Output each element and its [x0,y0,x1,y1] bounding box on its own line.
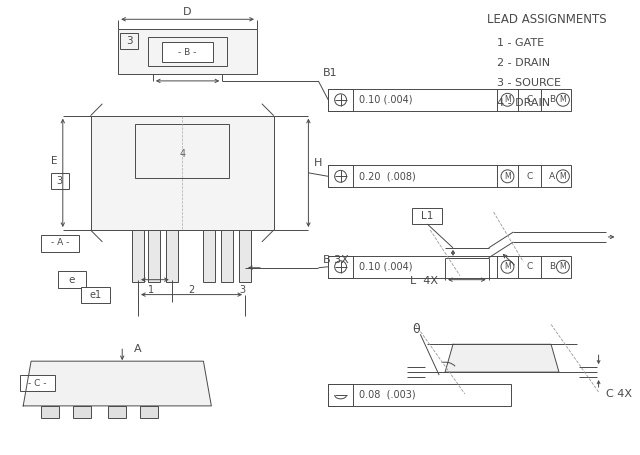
Bar [108,406,126,418]
Bar [81,287,110,303]
Bar [41,235,79,252]
Bar [58,271,86,288]
Bar [166,230,178,282]
Bar [20,374,55,391]
Bar [51,173,68,189]
Text: D: D [183,7,192,17]
Bar [148,37,227,66]
Text: θ: θ [412,323,420,336]
Text: M: M [504,95,511,104]
Text: M: M [559,172,566,181]
Text: 4 - DRAIN: 4 - DRAIN [497,98,550,108]
Text: M: M [504,172,511,181]
Text: M: M [559,95,566,104]
Text: LEAD ASSIGNMENTS: LEAD ASSIGNMENTS [486,13,606,26]
Bar [73,406,90,418]
Text: M: M [559,262,566,271]
Bar [90,116,274,230]
Bar [328,256,571,278]
Text: e: e [68,275,75,285]
Text: B: B [549,95,555,104]
Bar [328,165,571,187]
Bar [221,230,233,282]
Polygon shape [445,344,559,372]
Bar [328,256,353,278]
Bar [132,230,144,282]
Bar [41,406,59,418]
Bar [135,124,229,178]
Text: - A -: - A - [51,238,69,248]
Text: 3 - SOURCE: 3 - SOURCE [497,78,561,88]
Bar [140,406,158,418]
Text: 0.20  (.008): 0.20 (.008) [359,172,415,181]
Bar [328,165,353,187]
Bar [328,384,353,406]
Bar [162,42,213,62]
Text: A: A [549,172,555,181]
Text: 4: 4 [179,149,185,159]
Text: E: E [51,156,57,166]
Text: H: H [314,158,323,168]
Text: 3: 3 [126,36,132,46]
Text: 1 - GATE: 1 - GATE [497,38,544,48]
Text: - B -: - B - [179,48,196,56]
Text: 0.08  (.003): 0.08 (.003) [359,390,415,400]
Text: 2 - DRAIN: 2 - DRAIN [497,58,550,68]
Bar [412,208,442,224]
Text: C: C [527,95,533,104]
Text: 3: 3 [57,176,63,186]
Text: 1: 1 [148,285,154,295]
Bar [328,89,353,111]
Bar [204,230,215,282]
Text: e1: e1 [90,289,102,299]
Text: C: C [527,262,533,271]
Text: M: M [504,262,511,271]
Text: 2: 2 [188,285,195,295]
Text: 0.10 (.004): 0.10 (.004) [359,262,412,272]
Text: 3: 3 [239,285,245,295]
Text: L1: L1 [421,211,433,221]
Bar [328,384,511,406]
Polygon shape [23,361,211,406]
Text: B1: B1 [323,68,338,78]
Text: - C -: - C - [28,379,46,388]
Text: L  4X: L 4X [410,276,438,286]
Text: A: A [134,344,141,354]
Bar [120,33,138,49]
Bar [328,89,571,111]
Bar [118,29,257,74]
Text: B 3X: B 3X [323,255,349,265]
Text: C 4X: C 4X [605,389,632,399]
Text: B: B [549,262,555,271]
Text: C: C [527,172,533,181]
Text: 0.10 (.004): 0.10 (.004) [359,95,412,105]
Bar [239,230,251,282]
Bar [148,230,160,282]
